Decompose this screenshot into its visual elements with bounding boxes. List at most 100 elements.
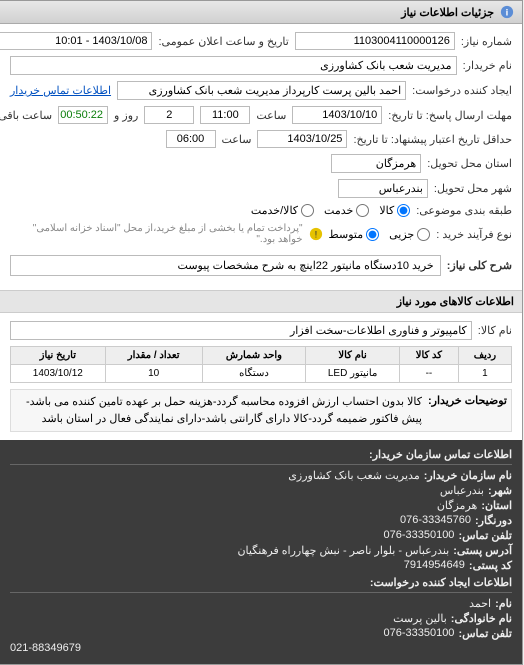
form-section: شماره نیاز: 1103004110000126 تاریخ و ساع… bbox=[1, 24, 523, 290]
packing-radio-both[interactable]: کالا/خدمت bbox=[252, 204, 315, 217]
org-name-label: نام سازمان خریدار: bbox=[425, 469, 513, 482]
days-and-label: روز و bbox=[115, 109, 139, 122]
province-label: استان محل تحویل: bbox=[428, 157, 513, 170]
days-remain: 2 bbox=[145, 106, 195, 124]
item-name-label: نام کالا: bbox=[479, 324, 513, 337]
table-header-row: ردیف کد کالا نام کالا واحد شمارش تعداد /… bbox=[12, 347, 513, 365]
purchase-medium-label: متوسط bbox=[330, 228, 365, 241]
purchase-small-label: جزیی bbox=[390, 228, 415, 241]
svg-text:!: ! bbox=[315, 230, 318, 241]
req-no-label: شماره نیاز: bbox=[462, 35, 513, 48]
items-section: نام کالا: کامپیوتر و فناوری اطلاعات-سخت … bbox=[1, 313, 523, 440]
packing-both-label: کالا/خدمت bbox=[252, 204, 299, 217]
fax: 076-33345760 bbox=[401, 514, 472, 527]
postcode-label: کد پستی: bbox=[470, 559, 513, 572]
summary-value: خرید 10دستگاه مانیتور 22اینچ به شرح مشخص… bbox=[11, 255, 442, 276]
col-row: ردیف bbox=[459, 347, 512, 365]
buyer-name-value: مدیریت شعب بانک کشاورزی bbox=[11, 56, 458, 75]
packing-radio-goods-input[interactable] bbox=[398, 204, 411, 217]
remain-label: ساعت باقی مانده bbox=[0, 109, 53, 122]
contact-header: اطلاعات تماس سازمان خریدار: bbox=[11, 448, 513, 465]
address-label: آدرس پستی: bbox=[454, 544, 513, 557]
title-bar: i جزئیات اطلاعات نیاز bbox=[1, 1, 523, 24]
phone2: 076-33350100 bbox=[384, 627, 455, 640]
contact-province: هرمزگان bbox=[438, 499, 479, 512]
contact-section: اطلاعات تماس سازمان خریدار: نام سازمان خ… bbox=[1, 440, 523, 664]
packing-goods-label: کالا bbox=[380, 204, 395, 217]
deadline-time-label: ساعت bbox=[257, 109, 287, 122]
buyer-name-label: نام خریدار: bbox=[464, 59, 513, 72]
firstname: احمد bbox=[470, 597, 492, 610]
cell-date: 1403/10/12 bbox=[12, 365, 107, 383]
window-title: جزئیات اطلاعات نیاز bbox=[402, 6, 495, 19]
purchase-radio-medium-input[interactable] bbox=[367, 228, 380, 241]
col-qty: تعداد / مقدار bbox=[106, 347, 203, 365]
item-category: کامپیوتر و فناوری اطلاعات-سخت افزار bbox=[11, 321, 473, 340]
packing-radio-group: کالا خدمت کالا/خدمت bbox=[252, 204, 411, 217]
province-value: هرمزگان bbox=[332, 154, 422, 173]
phone: 076-33350100 bbox=[384, 529, 455, 542]
purchase-radio-small[interactable]: جزیی bbox=[390, 228, 431, 241]
contact-city-label: شهر: bbox=[489, 484, 513, 497]
req-no-value: 1103004110000126 bbox=[296, 32, 456, 50]
explain-row: توضیحات خریدار: کالا بدون احتساب ارزش اف… bbox=[11, 389, 513, 432]
phone-label: تلفن تماس: bbox=[459, 529, 513, 542]
org-name: مدیریت شعب بانک کشاورزی bbox=[289, 469, 420, 482]
packing-radio-service[interactable]: خدمت bbox=[325, 204, 370, 217]
cell-unit: دستگاه bbox=[203, 365, 307, 383]
cell-qty: 10 bbox=[106, 365, 203, 383]
countdown: 00:50:22 bbox=[59, 106, 109, 124]
packing-radio-both-input[interactable] bbox=[302, 204, 315, 217]
city-value: بندرعباس bbox=[339, 179, 429, 198]
col-unit: واحد شمارش bbox=[203, 347, 307, 365]
window: i جزئیات اطلاعات نیاز شماره نیاز: 110300… bbox=[0, 0, 524, 665]
purchase-radio-group: جزیی متوسط bbox=[330, 228, 432, 241]
postcode: 7914954649 bbox=[405, 559, 466, 572]
address: بندرعباس - بلوار ناصر - نبش چهارراه فرهن… bbox=[238, 544, 450, 557]
items-table: ردیف کد کالا نام کالا واحد شمارش تعداد /… bbox=[11, 346, 513, 383]
pub-datetime-value: 1403/10/08 - 10:01 bbox=[0, 32, 153, 50]
valid-time-label: ساعت bbox=[223, 133, 253, 146]
req-creator-value: احمد بالین پرست کارپرداز مدیریت شعب بانک… bbox=[118, 81, 407, 100]
deadline-date: 1403/10/10 bbox=[293, 106, 383, 124]
info-icon: i bbox=[501, 5, 515, 19]
cell-row: 1 bbox=[459, 365, 512, 383]
lastname-label: نام خانوادگی: bbox=[452, 612, 513, 625]
deadline-label: مهلت ارسال پاسخ: تا تاریخ: bbox=[389, 109, 513, 122]
items-section-header: اطلاعات کالاهای مورد نیاز bbox=[1, 290, 523, 313]
packing-radio-service-input[interactable] bbox=[357, 204, 370, 217]
explain-text: کالا بدون احتساب ارزش افزوده محاسبه گردد… bbox=[16, 394, 423, 427]
phone2-label: تلفن تماس: bbox=[459, 627, 513, 640]
purchase-note: "پرداخت تمام یا بخشی از مبلغ خرید،از محل… bbox=[11, 223, 304, 245]
packing-service-label: خدمت bbox=[325, 204, 354, 217]
summary-label: شرح کلی نیاز: bbox=[448, 259, 513, 272]
warn-icon: ! bbox=[310, 227, 324, 241]
valid-label: حداقل تاریخ اعتبار پیشنهاد: تا تاریخ: bbox=[354, 133, 513, 146]
req-creator-label: ایجاد کننده درخواست: bbox=[413, 84, 513, 97]
svg-text:i: i bbox=[507, 8, 510, 19]
col-code: کد کالا bbox=[400, 347, 459, 365]
contact-city: بندرعباس bbox=[441, 484, 485, 497]
col-date: تاریخ نیاز bbox=[12, 347, 107, 365]
extra-phone: 021-88349679 bbox=[11, 642, 82, 654]
cell-code: -- bbox=[400, 365, 459, 383]
pub-datetime-label: تاریخ و ساعت اعلان عمومی: bbox=[159, 35, 289, 48]
lastname: بالین پرست bbox=[394, 612, 448, 625]
deadline-time: 11:00 bbox=[201, 106, 251, 124]
contact-buyer-link[interactable]: اطلاعات تماس خریدار bbox=[11, 84, 112, 97]
city-label: شهر محل تحویل: bbox=[435, 182, 513, 195]
packing-radio-goods[interactable]: کالا bbox=[380, 204, 411, 217]
explain-label: توضیحات خریدار: bbox=[429, 394, 508, 427]
contact-province-label: استان: bbox=[482, 499, 513, 512]
purchase-radio-small-input[interactable] bbox=[418, 228, 431, 241]
fax-label: دورنگار: bbox=[476, 514, 513, 527]
valid-date: 1403/10/25 bbox=[258, 130, 348, 148]
valid-time: 06:00 bbox=[167, 130, 217, 148]
table-row: 1 -- مانیتور LED دستگاه 10 1403/10/12 bbox=[12, 365, 513, 383]
firstname-label: نام: bbox=[496, 597, 513, 610]
purchase-radio-medium[interactable]: متوسط bbox=[330, 228, 381, 241]
purchase-label: نوع فرآیند خرید : bbox=[437, 228, 513, 241]
col-name: نام کالا bbox=[307, 347, 401, 365]
packing-label: طبقه بندی موضوعی: bbox=[417, 204, 513, 217]
cell-name: مانیتور LED bbox=[307, 365, 401, 383]
